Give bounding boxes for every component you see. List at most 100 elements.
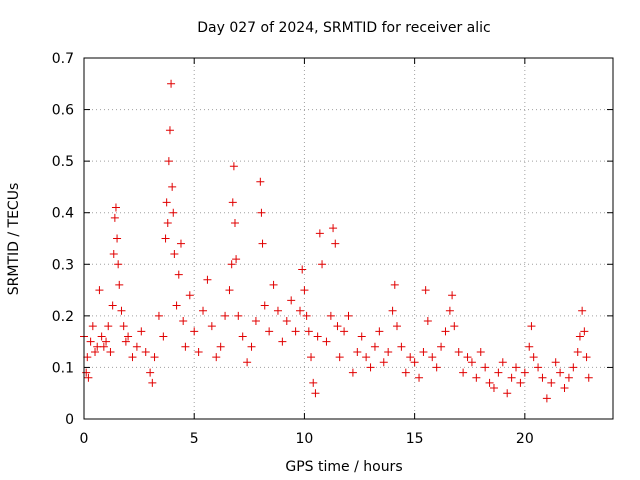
data-point	[256, 177, 265, 186]
data-point	[104, 322, 113, 331]
data-point	[230, 219, 239, 228]
data-point	[564, 373, 573, 382]
data-point	[165, 126, 174, 135]
data-point	[362, 353, 371, 362]
data-point	[257, 208, 266, 217]
data-point	[141, 347, 150, 356]
data-point	[132, 342, 141, 351]
data-point	[450, 322, 459, 331]
data-point	[190, 327, 199, 336]
data-point	[121, 337, 130, 346]
data-point	[128, 353, 137, 362]
data-point	[322, 337, 331, 346]
data-point	[333, 322, 342, 331]
data-point	[390, 280, 399, 289]
data-point	[534, 363, 543, 372]
data-point	[106, 347, 115, 356]
data-point	[185, 291, 194, 300]
y-tick-label: 0.7	[52, 51, 74, 67]
x-tick-label: 20	[516, 431, 534, 447]
data-point	[556, 368, 565, 377]
data-point	[137, 327, 146, 336]
data-point	[580, 327, 589, 336]
data-point	[181, 342, 190, 351]
data-point	[348, 368, 357, 377]
data-point	[370, 342, 379, 351]
data-point	[108, 301, 117, 310]
data-point	[179, 317, 188, 326]
data-point	[353, 347, 362, 356]
data-point	[419, 347, 428, 356]
data-point	[83, 353, 92, 362]
data-point	[172, 301, 181, 310]
data-point	[251, 317, 260, 326]
data-point	[227, 260, 236, 269]
y-tick-label: 0.1	[52, 360, 74, 376]
data-point	[258, 239, 267, 248]
data-point	[88, 322, 97, 331]
data-point	[265, 327, 274, 336]
data-point	[176, 239, 185, 248]
y-tick-label: 0.5	[52, 154, 74, 170]
data-point	[344, 311, 353, 320]
data-point	[525, 342, 534, 351]
data-point	[169, 208, 178, 217]
data-point	[472, 373, 481, 382]
data-point	[578, 306, 587, 315]
data-point	[527, 322, 536, 331]
x-tick-label: 5	[190, 431, 199, 447]
data-point	[437, 342, 446, 351]
data-point	[503, 389, 512, 398]
data-point	[291, 327, 300, 336]
data-point	[432, 363, 441, 372]
data-point	[282, 317, 291, 326]
y-tick-label: 0.6	[52, 103, 74, 119]
data-point	[313, 332, 322, 341]
y-tick-label: 0.4	[52, 206, 74, 222]
data-point	[516, 378, 525, 387]
data-point	[243, 358, 252, 367]
data-point	[298, 265, 307, 274]
data-point	[573, 347, 582, 356]
data-point	[234, 311, 243, 320]
data-point	[547, 378, 556, 387]
data-point	[415, 373, 424, 382]
data-point	[560, 384, 569, 393]
data-point	[569, 363, 578, 372]
data-point	[269, 280, 278, 289]
data-point	[161, 234, 170, 243]
y-tick-label: 0.3	[52, 257, 74, 273]
y-tick-label: 0.2	[52, 309, 74, 325]
data-point	[512, 363, 521, 372]
data-point	[300, 286, 309, 295]
data-point	[260, 301, 269, 310]
data-point	[428, 353, 437, 362]
data-point	[115, 280, 124, 289]
data-point	[225, 286, 234, 295]
data-point	[459, 368, 468, 377]
data-point	[448, 291, 457, 300]
data-point	[109, 249, 118, 258]
chart-title: Day 027 of 2024, SRMTID for receiver ali…	[197, 20, 490, 36]
data-point	[507, 373, 516, 382]
data-point	[150, 353, 159, 362]
data-point	[392, 322, 401, 331]
data-point	[520, 368, 529, 377]
data-points	[80, 79, 593, 403]
data-point	[203, 275, 212, 284]
data-point	[329, 224, 338, 233]
data-point	[481, 363, 490, 372]
data-point	[199, 306, 208, 315]
data-point	[174, 270, 183, 279]
data-point	[124, 332, 133, 341]
data-point	[582, 353, 591, 362]
x-tick-label: 0	[80, 431, 89, 447]
data-point	[463, 353, 472, 362]
data-point	[232, 255, 241, 264]
data-point	[162, 198, 171, 207]
data-point	[467, 358, 476, 367]
data-point	[357, 332, 366, 341]
data-point	[379, 358, 388, 367]
data-point	[445, 306, 454, 315]
